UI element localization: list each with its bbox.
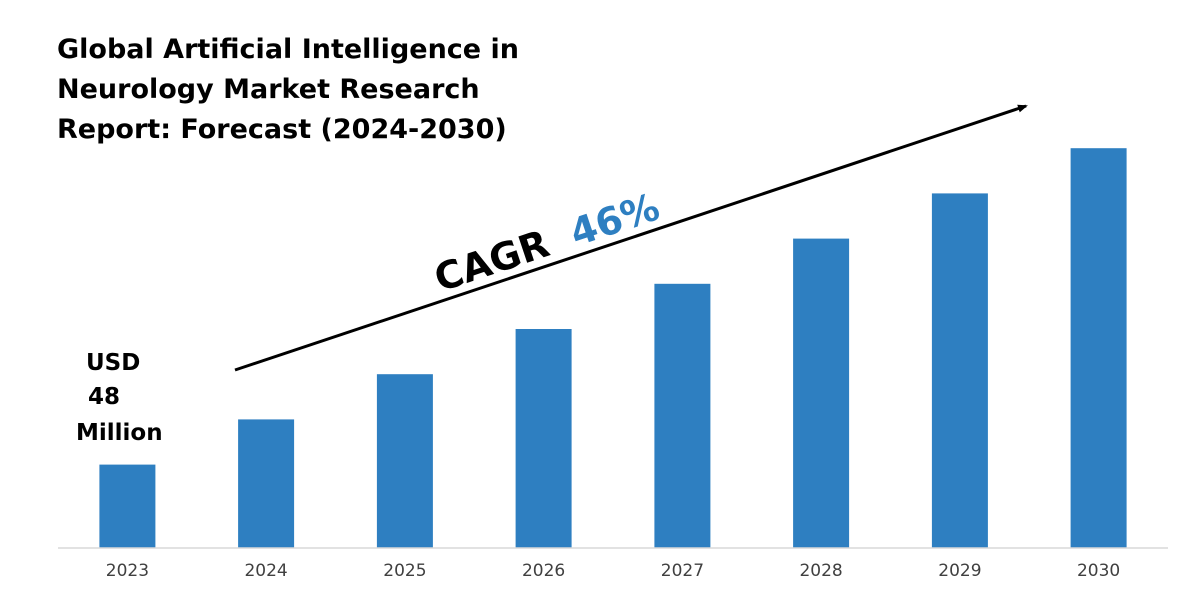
bar-2027 [654,283,711,548]
cagr-annotation: CAGR 46% [429,185,665,301]
tick-label-2029: 2029 [938,561,981,581]
bar-2029 [931,193,988,548]
tick-label-2023: 2023 [106,561,149,581]
title-line-2: Neurology Market Research [57,74,480,105]
tick-label-2030: 2030 [1077,561,1120,581]
cagr-prefix: CAGR [429,221,555,300]
tick-label-2024: 2024 [244,561,287,581]
x-axis-tick-labels: 2023 2024 2025 2026 2027 2028 2029 2030 [106,561,1120,581]
bar-2028 [793,238,850,548]
bars [99,148,1127,548]
bar-2026 [515,329,572,548]
start-label-line-2: 48 [88,384,120,410]
tick-label-2025: 2025 [383,561,426,581]
tick-label-2026: 2026 [522,561,565,581]
tick-label-2027: 2027 [661,561,704,581]
start-label-line-3: Million [76,420,163,446]
start-label-line-1: USD [86,350,140,376]
growth-trend-arrow [234,104,1028,372]
bar-2030 [1070,148,1127,548]
bar-2023 [99,464,156,548]
bar-2025 [376,374,433,548]
bar-2024 [238,419,295,548]
start-value-label: USD 48 Million [76,350,163,446]
chart-title: Global Artificial Intelligence in Neurol… [57,34,519,145]
title-line-3: Report: Forecast (2024-2030) [57,114,507,145]
tick-label-2028: 2028 [799,561,842,581]
title-line-1: Global Artificial Intelligence in [57,34,519,65]
